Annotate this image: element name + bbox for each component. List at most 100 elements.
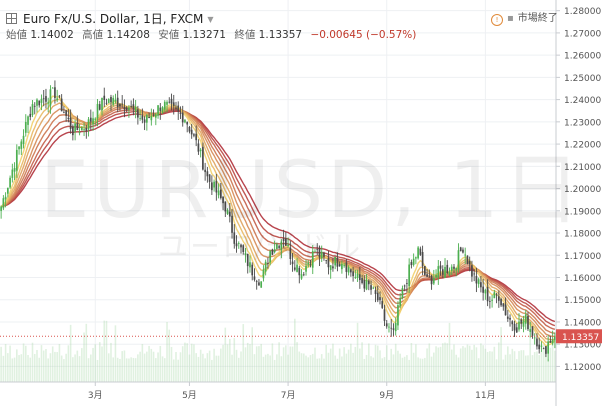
volume-bar	[114, 325, 117, 382]
volume-bar	[522, 350, 525, 382]
volume-bar	[446, 343, 449, 382]
candle	[148, 112, 150, 119]
candle	[325, 259, 328, 264]
volume-bar	[186, 343, 188, 382]
volume-bar	[170, 346, 173, 382]
candle	[381, 297, 384, 310]
candle	[188, 125, 191, 134]
candle	[213, 179, 215, 192]
candle	[29, 106, 32, 121]
candle	[403, 284, 406, 292]
candle	[551, 330, 554, 346]
candle	[318, 245, 321, 266]
candle	[258, 278, 260, 286]
volume-bar	[486, 351, 489, 382]
candle	[175, 101, 177, 111]
volume-bar	[356, 322, 359, 382]
volume-bar	[96, 359, 99, 382]
candle	[282, 229, 285, 248]
candle	[231, 209, 233, 239]
candle	[33, 102, 36, 115]
candle	[103, 87, 106, 108]
candle	[314, 249, 316, 253]
volume-bar	[143, 353, 146, 382]
volume-bar	[507, 346, 509, 382]
candle	[107, 98, 110, 104]
price-tick-label: 1.17000	[564, 252, 601, 262]
candle	[392, 323, 395, 337]
volume-bar	[202, 353, 204, 382]
candle	[441, 265, 444, 279]
volume-bar	[85, 323, 88, 382]
candle	[179, 106, 182, 119]
candle	[72, 124, 74, 141]
volume-bar	[33, 353, 36, 382]
candle	[143, 116, 146, 131]
volume-bar	[327, 352, 330, 382]
volume-bar	[524, 355, 527, 382]
volume-bar	[150, 348, 153, 382]
candle	[264, 259, 267, 276]
volume-bar	[282, 347, 285, 382]
volume-bar	[520, 350, 523, 382]
candle	[74, 119, 76, 141]
candle	[372, 286, 375, 290]
candle	[300, 269, 303, 280]
candle	[311, 245, 314, 275]
volume-bar	[193, 344, 195, 382]
candle	[226, 208, 229, 215]
volume-bar	[278, 342, 280, 382]
volume-bar	[430, 356, 433, 382]
volume-bar	[237, 357, 240, 382]
candle	[538, 337, 541, 354]
candle	[358, 266, 361, 289]
candle	[20, 139, 23, 156]
volume-bar	[415, 344, 417, 382]
candle	[260, 281, 263, 288]
volume-bar	[307, 357, 310, 382]
time-tick-label: 5月	[182, 390, 197, 401]
candle	[190, 123, 193, 139]
candle	[385, 319, 388, 329]
volume-bar	[381, 358, 384, 382]
candle	[293, 260, 296, 272]
volume-bar	[40, 345, 43, 382]
volume-bar	[123, 350, 126, 382]
volume-bar	[116, 357, 119, 382]
candle	[410, 259, 413, 269]
last-price-label: 1.13357	[556, 329, 602, 344]
volume-bar	[51, 346, 54, 382]
candle	[42, 90, 45, 107]
volume-bar	[258, 346, 260, 382]
candle	[58, 95, 61, 99]
chevron-down-icon[interactable]: ▼	[207, 15, 214, 24]
market-status-label: 市場終了	[517, 13, 558, 24]
candle	[76, 115, 79, 131]
volume-bar	[204, 358, 206, 382]
volume-bar	[341, 356, 343, 382]
expand-icon[interactable]	[6, 13, 17, 24]
candle	[477, 277, 480, 288]
volume-bar	[179, 352, 182, 382]
volume-bar	[536, 351, 538, 382]
volume-bar	[222, 344, 224, 382]
candle	[197, 139, 200, 155]
volume-bar	[540, 351, 543, 382]
symbol-title[interactable]: Euro Fx/U.S. Dollar, 1日, FXCM ▼	[6, 10, 213, 27]
volume-bar	[489, 351, 491, 382]
candle	[309, 260, 312, 268]
volume-bar	[363, 358, 366, 382]
candle	[439, 261, 442, 276]
market-status[interactable]: ! ▪ 市場終了	[491, 9, 558, 26]
candle	[267, 257, 269, 269]
time-axis[interactable]: 3月 5月 7月 9月 11月	[0, 381, 556, 401]
volume-bar	[343, 347, 345, 382]
price-tick-label: 1.27000	[564, 29, 601, 39]
high-label: 高値	[82, 29, 104, 41]
volume-bar	[323, 358, 325, 382]
volume-bar	[119, 358, 121, 382]
candle	[457, 243, 460, 273]
volume-bar	[314, 347, 316, 382]
volume-bar	[518, 351, 520, 382]
